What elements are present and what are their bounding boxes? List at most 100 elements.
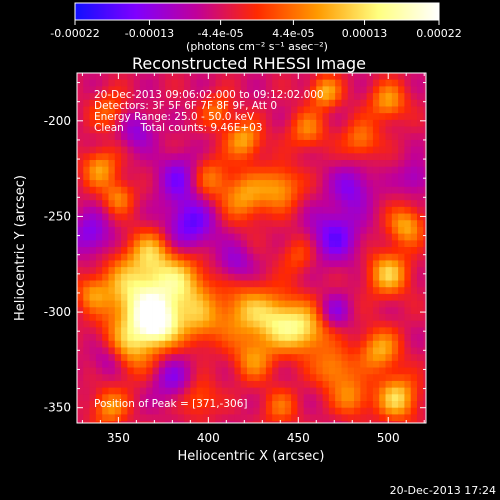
heatmap-cell <box>184 367 191 375</box>
heatmap-cell <box>398 421 405 424</box>
heatmap-cell <box>309 153 317 161</box>
heatmap-cell <box>146 407 153 415</box>
heatmap-cell <box>240 86 248 94</box>
heatmap-cell <box>347 160 355 168</box>
heatmap-cell <box>341 421 349 424</box>
heatmap-cell <box>133 334 141 342</box>
heatmap-cell <box>247 213 254 221</box>
heatmap-cell <box>190 367 198 375</box>
heatmap-cell <box>171 354 179 362</box>
heatmap-cell <box>322 220 330 228</box>
heatmap-cell <box>228 146 235 154</box>
heatmap-cell <box>114 407 122 415</box>
heatmap-cell <box>202 99 210 107</box>
heatmap-cell <box>89 106 97 114</box>
heatmap-cell <box>77 213 84 221</box>
heatmap-cell <box>259 146 267 154</box>
heatmap-cell <box>354 160 361 168</box>
heatmap-cell <box>171 280 179 288</box>
heatmap-cell <box>171 360 179 368</box>
heatmap-cell <box>177 287 185 295</box>
heatmap-cell <box>184 273 191 281</box>
heatmap-cell <box>152 280 160 288</box>
heatmap-cell <box>391 260 399 268</box>
heatmap-cell <box>89 380 97 389</box>
heatmap-cell <box>291 166 298 174</box>
heatmap-cell <box>209 240 216 248</box>
heatmap-cell <box>398 367 405 375</box>
heatmap-cell <box>152 180 160 188</box>
heatmap-cell <box>303 180 311 188</box>
heatmap-cell <box>272 113 279 121</box>
heatmap-cell <box>171 287 179 295</box>
heatmap-cell <box>228 300 235 308</box>
heatmap-cell <box>77 193 84 201</box>
heatmap-cell <box>398 206 405 214</box>
heatmap-cell <box>221 293 229 301</box>
heatmap-cell <box>221 206 229 214</box>
heatmap-cell <box>417 99 424 107</box>
heatmap-cell <box>360 126 368 134</box>
heatmap-cell <box>234 394 242 402</box>
heatmap-cell <box>247 153 254 161</box>
heatmap-cell <box>215 320 223 328</box>
heatmap-cell <box>291 380 298 389</box>
heatmap-cell <box>202 166 210 174</box>
heatmap-cell <box>247 280 254 288</box>
heatmap-cell <box>152 360 160 368</box>
heatmap-cell <box>335 193 342 201</box>
heatmap-cell <box>133 354 141 362</box>
heatmap-cell <box>190 233 198 241</box>
heatmap-cell <box>410 367 418 375</box>
heatmap-cell <box>303 86 311 94</box>
heatmap-cell <box>215 394 223 402</box>
heatmap-cell <box>278 226 286 235</box>
heatmap-cell <box>309 347 317 355</box>
heatmap-cell <box>177 313 185 322</box>
heatmap-cell <box>322 206 330 214</box>
heatmap-cell <box>379 126 386 134</box>
heatmap-cell <box>347 394 355 402</box>
heatmap-cell <box>234 273 242 281</box>
heatmap-cell <box>89 320 97 328</box>
heatmap-cell <box>133 414 141 422</box>
heatmap-cell <box>196 380 204 389</box>
heatmap-cell <box>77 180 84 188</box>
heatmap-cell <box>278 354 286 362</box>
heatmap-cell <box>316 99 323 107</box>
heatmap-cell <box>221 394 229 402</box>
heatmap-cell <box>240 414 248 422</box>
heatmap-cell <box>209 387 216 395</box>
heatmap-cell <box>83 99 90 107</box>
heatmap-cell <box>196 354 204 362</box>
heatmap-cell <box>202 119 210 127</box>
heatmap-cell <box>234 380 242 389</box>
heatmap-cell <box>228 113 235 121</box>
heatmap-cell <box>366 414 374 422</box>
heatmap-cell <box>379 354 386 362</box>
heatmap-cell <box>335 307 342 315</box>
heatmap-cell <box>165 273 172 281</box>
heatmap-cell <box>127 220 135 228</box>
heatmap-cell <box>221 146 229 154</box>
heatmap-cell <box>372 126 380 134</box>
heatmap-cell <box>102 320 109 328</box>
heatmap-cell <box>284 220 292 228</box>
heatmap-cell <box>297 106 305 114</box>
heatmap-cell <box>102 340 109 348</box>
heatmap-cell <box>379 233 386 241</box>
heatmap-cell <box>234 374 242 382</box>
heatmap-cell <box>209 226 216 235</box>
heatmap-cell <box>177 354 185 362</box>
heatmap-cell <box>404 193 412 201</box>
heatmap-cell <box>196 173 204 181</box>
heatmap-cell <box>114 226 122 235</box>
heatmap-cell <box>309 327 317 335</box>
heatmap-cell <box>309 360 317 368</box>
heatmap-cell <box>423 293 427 301</box>
heatmap-cell <box>196 260 204 268</box>
heatmap-cell <box>385 347 393 355</box>
heatmap-cell <box>360 293 368 301</box>
heatmap-cell <box>247 220 254 228</box>
heatmap-cell <box>121 334 128 342</box>
